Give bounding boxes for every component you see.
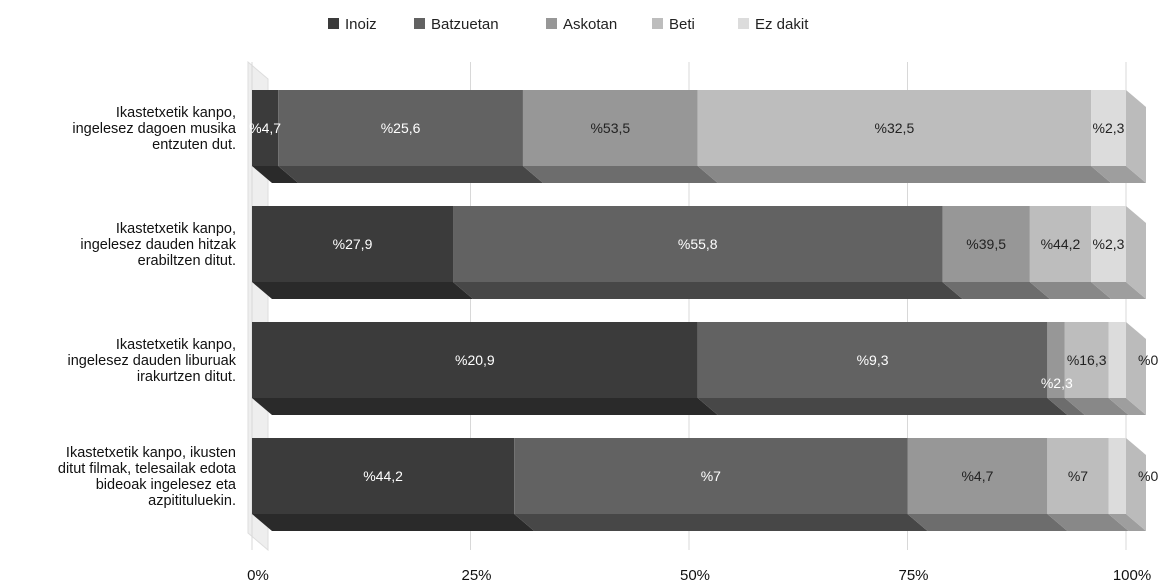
legend-label: Beti bbox=[669, 16, 695, 33]
data-label: %7 bbox=[701, 468, 721, 484]
data-label: %4,7 bbox=[961, 468, 993, 484]
bar-segment bbox=[453, 206, 943, 282]
bar-segment bbox=[1108, 322, 1126, 398]
bar-segment-depth bbox=[514, 514, 928, 531]
x-tick-label: 75% bbox=[898, 567, 928, 584]
x-tick-label: 50% bbox=[680, 567, 710, 584]
legend-swatch bbox=[414, 18, 425, 29]
legend-label: Batzuetan bbox=[431, 16, 499, 33]
data-label: %53,5 bbox=[590, 120, 630, 136]
data-label: %9,3 bbox=[857, 352, 889, 368]
bar-row: %27,9 %55,8 %39,5 %44,2 %2,3 bbox=[252, 206, 1146, 299]
bar-segment-depth bbox=[522, 166, 718, 183]
data-label: %20,9 bbox=[455, 352, 495, 368]
x-axis-ticks: 0% 25% 50% 75% 100% bbox=[247, 567, 1151, 584]
legend-label: Inoiz bbox=[345, 16, 377, 33]
bar-segment bbox=[514, 438, 908, 514]
data-label: %7 bbox=[1068, 468, 1088, 484]
bar-row: %44,2 %7 %4,7 %7 %0 bbox=[252, 438, 1158, 531]
data-label: %39,5 bbox=[966, 236, 1006, 252]
legend-swatch bbox=[546, 18, 557, 29]
bar-segment-depth bbox=[1091, 282, 1146, 299]
legend-swatch bbox=[328, 18, 339, 29]
bar-segment bbox=[1047, 322, 1065, 398]
data-label: %16,3 bbox=[1067, 352, 1107, 368]
bar-segment-depth bbox=[1108, 514, 1146, 531]
category-label: Ikastetxetik kanpo, ingelesez dauden hitz… bbox=[80, 221, 236, 269]
bar-segment-depth bbox=[697, 398, 1068, 415]
bar-segment bbox=[697, 322, 1048, 398]
data-label: %4,7 bbox=[249, 120, 281, 136]
bar-segment bbox=[252, 438, 515, 514]
bar-segment-depth bbox=[453, 282, 963, 299]
bar-segment-depth bbox=[1029, 282, 1112, 299]
data-label: %32,5 bbox=[875, 120, 915, 136]
bar-row: %4,7 %25,6 %53,5 %32,5 %2,3 bbox=[249, 90, 1146, 183]
bar-segment bbox=[252, 90, 279, 166]
bar-segment bbox=[907, 438, 1048, 514]
bar-segment-depth bbox=[252, 514, 535, 531]
bar-segment-depth bbox=[252, 166, 299, 183]
bar-segment-depth bbox=[252, 282, 474, 299]
bar-segment bbox=[252, 322, 698, 398]
bar-segment bbox=[942, 206, 1030, 282]
legend-item[interactable]: Beti bbox=[652, 16, 695, 33]
bar-segment-depth bbox=[1047, 514, 1129, 531]
bar-segment-depth bbox=[907, 514, 1068, 531]
legend-swatch bbox=[738, 18, 749, 29]
bar-segment-depth bbox=[1091, 166, 1146, 183]
bar-side-face bbox=[1126, 206, 1146, 299]
legend-label: Ez dakit bbox=[755, 16, 809, 33]
bar-side-face bbox=[1126, 438, 1146, 531]
data-label: %25,6 bbox=[381, 120, 421, 136]
bar-segment-depth bbox=[942, 282, 1050, 299]
category-labels: Ikastetxetik kanpo, ingelesez dagoen musi… bbox=[58, 105, 237, 509]
legend: Inoiz Batzuetan Askotan Beti Ez dakit bbox=[328, 16, 809, 33]
category-label: Ikastetxetik kanpo, ingelesez dauden libu… bbox=[68, 337, 237, 385]
bar-segment bbox=[697, 90, 1092, 166]
bar-segment-depth bbox=[697, 166, 1112, 183]
legend-item[interactable]: Batzuetan bbox=[414, 16, 499, 33]
left-wall bbox=[247, 60, 269, 552]
data-label: %0 bbox=[1138, 352, 1158, 368]
bar-segment bbox=[1091, 90, 1126, 166]
legend-label: Askotan bbox=[563, 16, 617, 33]
bar-segment bbox=[1047, 438, 1109, 514]
x-tick-label: 0% bbox=[247, 567, 269, 584]
bar-segment bbox=[1108, 438, 1126, 514]
category-label: Ikastetxetik kanpo, ingelesez dagoen musi… bbox=[72, 105, 237, 153]
data-label: %2,3 bbox=[1041, 375, 1073, 391]
legend-item[interactable]: Askotan bbox=[546, 16, 617, 33]
data-label: %27,9 bbox=[333, 236, 373, 252]
x-tick-label: 25% bbox=[461, 567, 491, 584]
bar-segment-depth bbox=[252, 398, 718, 415]
data-label: %44,2 bbox=[363, 468, 403, 484]
bars: %4,7 %25,6 %53,5 %32,5 %2,3 %27,9 %55,8 %39,5 %4… bbox=[249, 90, 1158, 531]
legend-item[interactable]: Inoiz bbox=[328, 16, 377, 33]
bar-segment bbox=[522, 90, 698, 166]
data-label: %44,2 bbox=[1041, 236, 1081, 252]
legend-swatch bbox=[652, 18, 663, 29]
bar-side-face bbox=[1126, 90, 1146, 183]
bar-segment bbox=[1029, 206, 1092, 282]
bar-segment-depth bbox=[1047, 398, 1085, 415]
data-label: %0 bbox=[1138, 468, 1158, 484]
bar-segment bbox=[1091, 206, 1126, 282]
bar-segment bbox=[1064, 322, 1109, 398]
data-label: %2,3 bbox=[1093, 120, 1125, 136]
bar-side-face bbox=[1126, 322, 1146, 415]
category-label: Ikastetxetik kanpo, ikusten ditut filmak,… bbox=[58, 445, 237, 509]
bar-segment-depth bbox=[1064, 398, 1129, 415]
bar-segment bbox=[252, 206, 454, 282]
bar-segment-depth bbox=[278, 166, 543, 183]
data-label: %2,3 bbox=[1093, 236, 1125, 252]
bar-segment-depth bbox=[1108, 398, 1146, 415]
bar-segment bbox=[278, 90, 523, 166]
x-tick-label: 100% bbox=[1113, 567, 1151, 584]
bar-row: %20,9 %9,3 %2,3 %16,3 %0 bbox=[252, 322, 1158, 415]
legend-item[interactable]: Ez dakit bbox=[738, 16, 809, 33]
data-label: %55,8 bbox=[678, 236, 718, 252]
